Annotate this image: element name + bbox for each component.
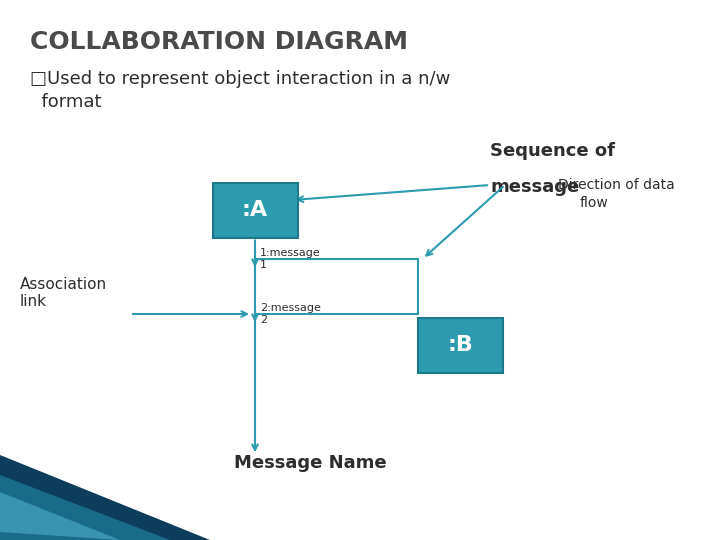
Polygon shape: [0, 492, 120, 540]
Text: format: format: [30, 93, 102, 111]
Text: message: message: [490, 178, 580, 196]
Polygon shape: [0, 475, 170, 540]
Text: Message Name: Message Name: [234, 454, 387, 472]
Text: :B: :B: [447, 335, 473, 355]
Text: flow: flow: [580, 196, 608, 210]
Text: 2:message
2: 2:message 2: [260, 303, 321, 325]
Text: □Used to represent object interaction in a n/w: □Used to represent object interaction in…: [30, 70, 451, 88]
Text: Association
link: Association link: [20, 276, 107, 309]
Text: Direction of data: Direction of data: [558, 178, 675, 192]
Text: :A: :A: [242, 200, 268, 220]
FancyBboxPatch shape: [212, 183, 297, 238]
Text: Sequence of: Sequence of: [490, 142, 615, 160]
Polygon shape: [0, 455, 210, 540]
Text: 1:message
1: 1:message 1: [260, 248, 320, 269]
FancyBboxPatch shape: [418, 318, 503, 373]
Text: COLLABORATION DIAGRAM: COLLABORATION DIAGRAM: [30, 30, 408, 54]
